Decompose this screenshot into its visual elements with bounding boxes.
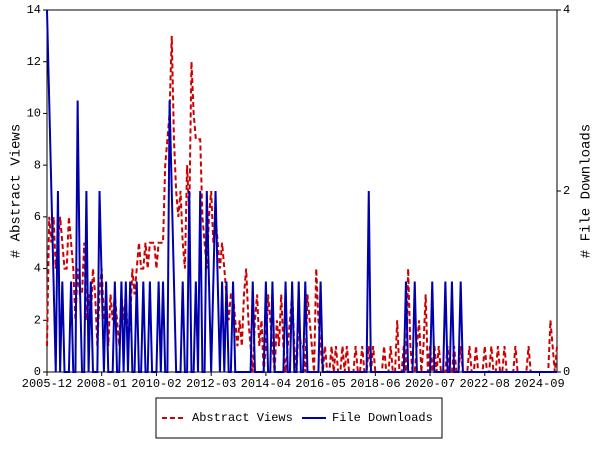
legend-label: File Downloads [332,411,433,425]
y2-tick-label: 0 [563,365,570,379]
y-axis-title: # Abstract Views [9,124,25,258]
y-tick-label: 12 [27,55,41,69]
y2-tick-label: 2 [563,184,570,198]
y-tick-label: 14 [27,3,41,17]
x-tick-label: 2008-01 [77,377,127,391]
x-tick-label: 2024-09 [514,377,564,391]
legend-label: Abstract Views [192,411,293,425]
x-tick-label: 2020-07 [405,377,455,391]
legend [155,397,443,439]
x-tick-label: 2016-05 [295,377,345,391]
x-tick-label: 2010-02 [131,377,181,391]
y2-axis-title: # File Downloads [579,124,595,258]
y-tick-label: 4 [34,262,41,276]
y2-tick-label: 4 [563,3,570,17]
y-tick-label: 8 [34,158,41,172]
data-line [46,9,557,373]
x-tick-label: 2018-06 [350,377,400,391]
y-tick-label: 0 [34,365,41,379]
y-tick-label: 2 [34,313,41,327]
y-tick-label: 10 [27,107,41,121]
data-line [46,35,558,373]
x-tick-label: 2014-04 [241,377,291,391]
x-tick-label: 2022-08 [460,377,510,391]
x-tick-label: 2012-03 [186,377,236,391]
x-tick-label: 2005-12 [22,377,72,391]
y-tick-label: 6 [34,210,41,224]
